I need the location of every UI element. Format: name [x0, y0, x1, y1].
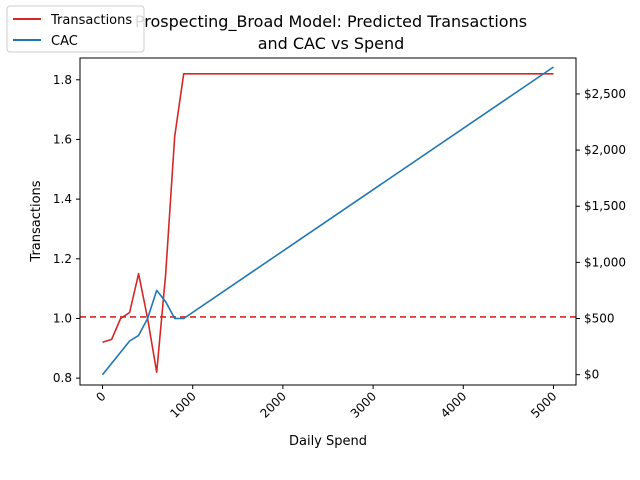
- x-tick-label: 5000: [528, 389, 559, 420]
- x-axis: 0 1000 2000 3000 4000 5000: [93, 385, 560, 421]
- y-axis-left: 0.8 1.0 1.2 1.4 1.6 1.8: [53, 73, 80, 385]
- x-tick-label: 2000: [258, 389, 289, 420]
- x-tick-label: 0: [93, 389, 108, 404]
- series-line-cac: [101, 66, 554, 376]
- y-left-tick-label: 0.8: [53, 371, 72, 385]
- y-left-tick-label: 1.0: [53, 311, 72, 325]
- y-right-tick-label: $2,500: [584, 87, 626, 101]
- x-tick-label: 4000: [438, 389, 469, 420]
- y-right-tick-label: $1,500: [584, 199, 626, 213]
- series-line-transactions: [102, 73, 554, 374]
- chart-title-line2: and CAC vs Spend: [258, 34, 405, 53]
- x-tick-label: 1000: [167, 389, 198, 420]
- y-left-tick-label: 1.6: [53, 132, 72, 146]
- y-left-tick-label: 1.2: [53, 252, 72, 266]
- y-left-tick-label: 1.8: [53, 73, 72, 87]
- y-axis-left-label: Transactions: [29, 180, 44, 262]
- chart-title-line1: Prospecting_Broad Model: Predicted Trans…: [135, 12, 527, 32]
- y-left-tick-label: 1.4: [53, 192, 72, 206]
- x-axis-label: Daily Spend: [289, 434, 367, 449]
- y-right-tick-label: $0: [584, 368, 599, 382]
- x-tick-label: 3000: [348, 389, 379, 420]
- legend-box: [6, 5, 145, 53]
- y-right-tick-label: $500: [584, 312, 615, 326]
- plot-frame: [79, 57, 577, 386]
- plot-area: [79, 57, 577, 386]
- y-axis-right: $0 $500 $1,000 $1,500 $2,000 $2,500: [576, 87, 626, 382]
- legend: Transactions CAC: [6, 5, 145, 53]
- legend-label-transactions: Transactions: [50, 13, 132, 28]
- legend-label-cac: CAC: [51, 34, 78, 49]
- y-right-tick-label: $2,000: [584, 143, 626, 157]
- y-right-tick-label: $1,000: [584, 255, 626, 269]
